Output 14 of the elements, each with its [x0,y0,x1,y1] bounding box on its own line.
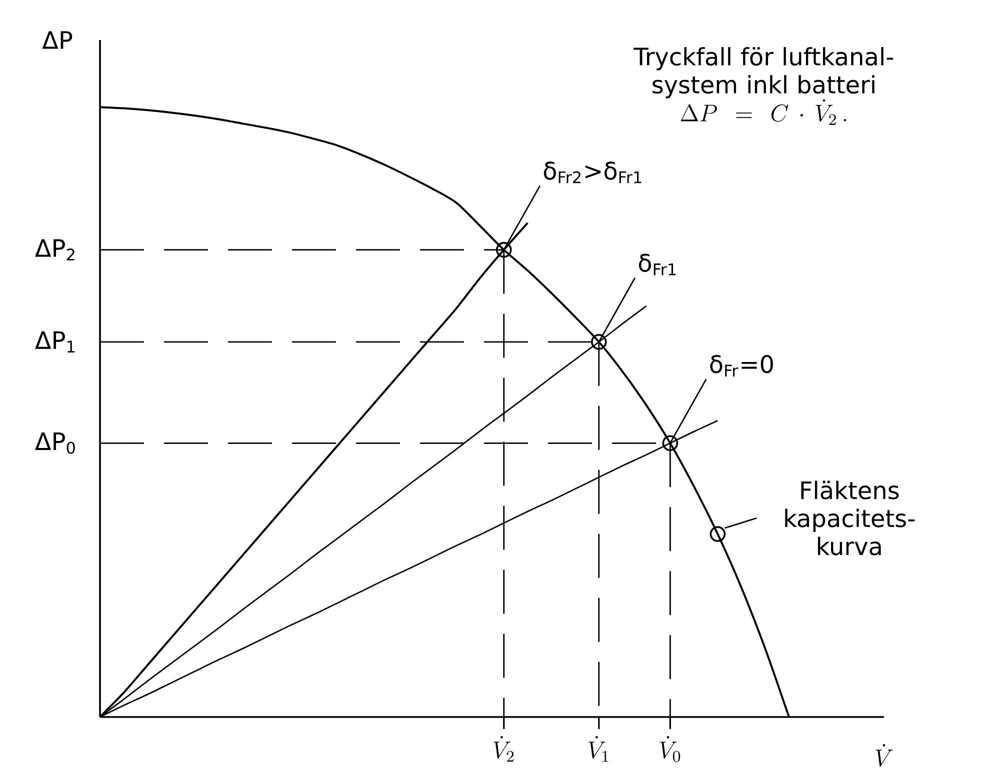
annotation: $\Delta P=C\cdot\dot{V}_2\,.$ [680,99,846,125]
annotation: δ$_{Fr}$=0 [710,355,773,376]
y-axis-title: ΔP [42,31,72,49]
annotation: δ$_{Fr2}$>δ$_{Fr1}$ [544,162,642,184]
annotation: δ$_{Fr1}$ [638,254,676,276]
x-tick-label: $\dot{V}_1$ [588,736,608,762]
x-tick-label: $\dot{V}_0$ [660,736,680,762]
ref-line-label: ΔP$_{0}$ [35,432,75,454]
text: Tryckfall för luftkanal-system inkl batteri [634,47,894,98]
ref-line-label: ΔP$_{2}$ [35,239,74,260]
ref-line-label: ΔP$_{1}$ [35,331,74,352]
annotation: Fläktens kapacitets-kurva [785,480,915,556]
x-tick-label: $\dot{V}_2$ [494,736,514,762]
x-axis-title: $\dot{V}$ [876,744,893,767]
